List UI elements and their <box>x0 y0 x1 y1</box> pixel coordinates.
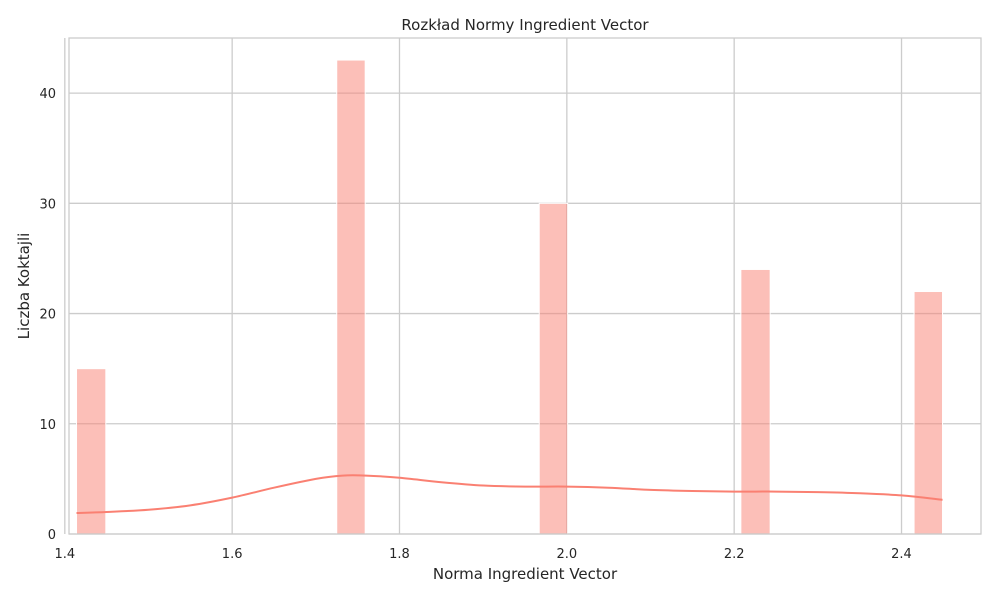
x-axis-label: Norma Ingredient Vector <box>433 565 618 583</box>
histogram-bar <box>538 202 569 535</box>
y-tick-label: 10 <box>39 418 56 433</box>
histogram-bar <box>336 59 366 535</box>
y-tick-labels: 0 10 20 30 40 <box>39 87 56 543</box>
y-tick-label: 20 <box>39 308 56 323</box>
x-tick-label: 2.0 <box>556 547 577 562</box>
kde-line <box>76 474 943 515</box>
kde-curve <box>76 474 943 515</box>
histogram-bar <box>76 368 107 535</box>
histogram-bar <box>740 268 771 535</box>
x-tick-label: 1.6 <box>222 547 243 562</box>
x-tick-label: 1.4 <box>54 547 75 562</box>
x-tick-labels: 1.4 1.6 1.8 2.0 2.2 2.4 <box>54 547 911 562</box>
histogram-bar <box>913 291 944 535</box>
y-tick-label: 40 <box>39 87 56 102</box>
grid-lines <box>64 38 981 535</box>
chart-title: Rozkład Normy Ingredient Vector <box>401 16 649 34</box>
histogram-bars <box>76 59 944 535</box>
y-tick-label: 30 <box>39 197 56 212</box>
x-tick-label: 2.2 <box>724 547 745 562</box>
y-axis-label: Liczba Koktajli <box>15 233 33 340</box>
x-tick-label: 1.8 <box>389 547 410 562</box>
plot-frame <box>68 37 982 535</box>
x-tick-label: 2.4 <box>891 547 912 562</box>
y-tick-label: 0 <box>48 528 56 543</box>
